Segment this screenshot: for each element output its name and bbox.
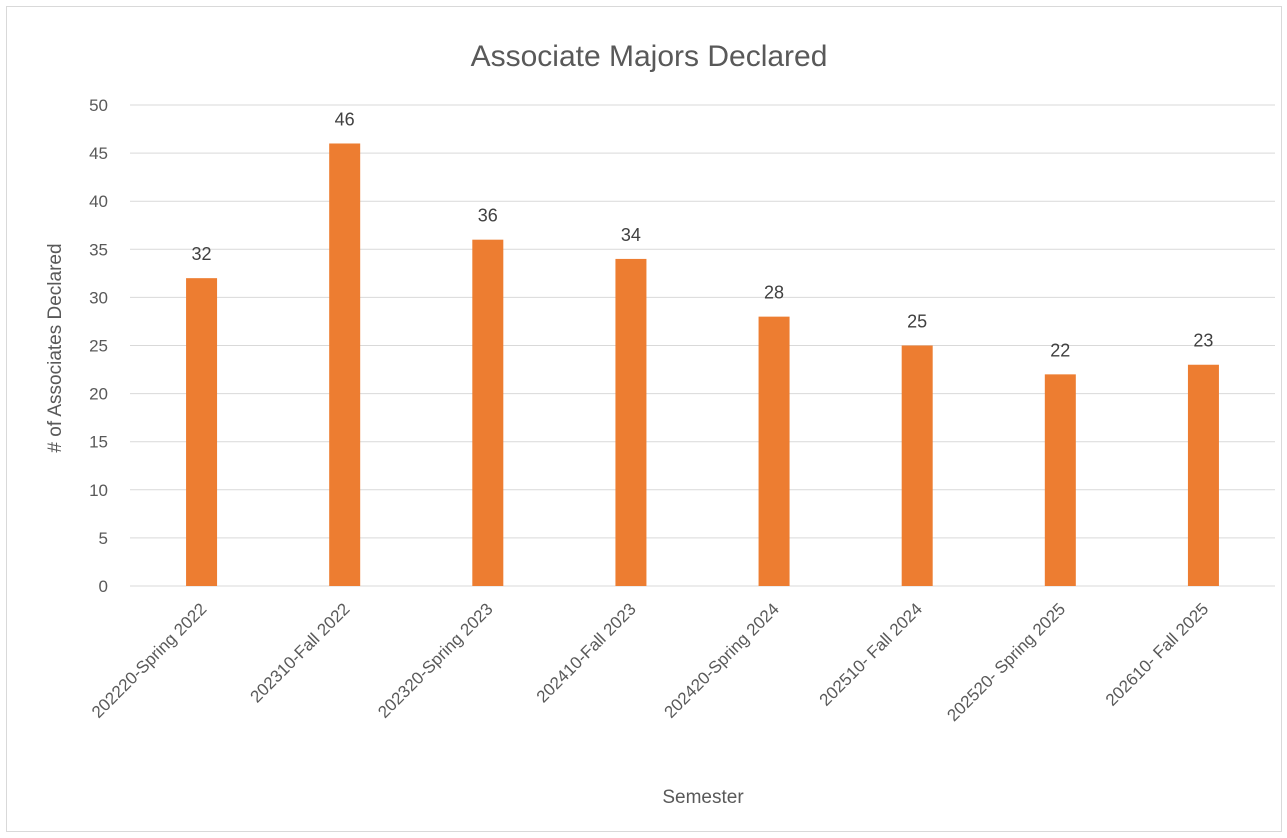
bar-4 xyxy=(758,316,790,586)
y-tick-label: 10 xyxy=(89,481,108,500)
y-tick-label: 35 xyxy=(89,240,108,259)
data-label: 34 xyxy=(621,225,641,245)
bar-5 xyxy=(901,345,933,586)
data-label: 25 xyxy=(907,312,927,332)
y-tick-label: 45 xyxy=(89,144,108,163)
y-tick-label: 40 xyxy=(89,192,108,211)
bars xyxy=(186,143,1219,587)
chart-area: Associate Majors Declared 0 5 10 15 20 25 30 35… xyxy=(6,6,1282,832)
x-axis-title: Semester xyxy=(662,787,744,808)
y-tick-label: 5 xyxy=(99,529,108,548)
x-tick-label: 202510- Fall 2024 xyxy=(816,599,926,709)
bar-chart: Associate Majors Declared 0 5 10 15 20 25 30 35… xyxy=(45,40,1275,808)
x-tick-label: 202220-Spring 2022 xyxy=(88,599,210,721)
x-axis-ticks: 202220-Spring 2022 202310-Fall 2022 202320… xyxy=(88,599,1212,725)
y-axis-ticks: 0 5 10 15 20 25 30 35 40 45 50 xyxy=(89,96,108,596)
bar-6 xyxy=(1044,374,1076,586)
gridlines xyxy=(130,104,1275,587)
data-label: 23 xyxy=(1193,331,1213,351)
data-label: 28 xyxy=(764,283,784,303)
x-tick-label: 202310-Fall 2022 xyxy=(247,599,354,706)
y-tick-label: 20 xyxy=(89,385,108,404)
x-tick-label: 202610- Fall 2025 xyxy=(1102,599,1212,709)
data-label: 22 xyxy=(1050,340,1070,360)
data-labels: 32 46 36 34 28 25 22 23 xyxy=(192,109,1214,360)
bar-1 xyxy=(329,143,361,587)
chart-title: Associate Majors Declared xyxy=(471,40,828,73)
bar-2 xyxy=(472,239,504,586)
bar-0 xyxy=(186,278,218,586)
data-label: 36 xyxy=(478,206,498,226)
x-tick-label: 202320-Spring 2023 xyxy=(374,599,496,721)
bar-3 xyxy=(615,258,647,586)
x-tick-label: 202420-Spring 2024 xyxy=(661,599,783,721)
y-tick-label: 15 xyxy=(89,433,108,452)
bar-7 xyxy=(1187,364,1219,586)
data-label: 32 xyxy=(192,244,212,264)
y-tick-label: 50 xyxy=(89,96,108,115)
y-tick-label: 30 xyxy=(89,288,108,307)
y-tick-label: 25 xyxy=(89,337,108,356)
y-axis-title: # of Associates Declared xyxy=(45,243,66,452)
x-tick-label: 202410-Fall 2023 xyxy=(533,599,640,706)
y-tick-label: 0 xyxy=(99,577,108,596)
data-label: 46 xyxy=(335,109,355,129)
x-tick-label: 202520- Spring 2025 xyxy=(943,599,1069,725)
